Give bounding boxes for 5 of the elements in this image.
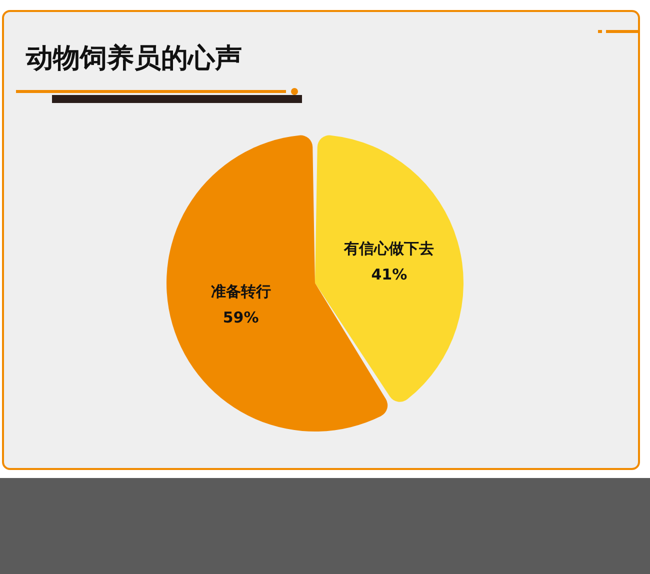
slice-label: 准备转行 (210, 282, 271, 301)
data-label: 59% (222, 308, 259, 327)
data-label: 41% (371, 265, 408, 284)
chart-title: 动物饲养员的心声 (26, 42, 242, 76)
slice-label: 有信心做下去 (343, 239, 434, 258)
